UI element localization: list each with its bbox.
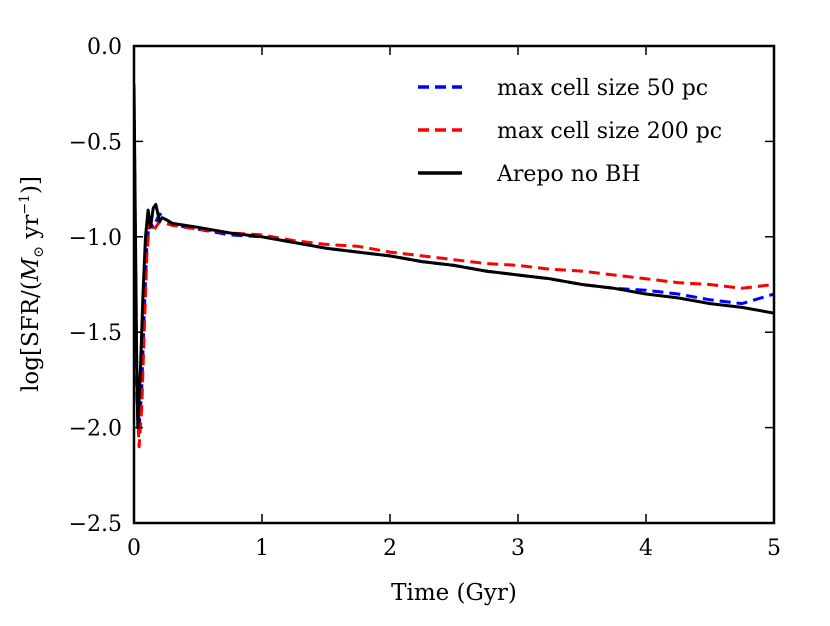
y-tick-label: −0.5 [69, 130, 122, 155]
x-tick-label: 3 [511, 536, 525, 561]
y-axis-title-prefix: log[SFR/( [18, 281, 44, 392]
legend-label-2: max cell size 200 pc [497, 119, 722, 144]
y-axis-title-suffix: )] [18, 176, 44, 194]
y-axis-title-exp: −1 [17, 194, 33, 215]
y-axis-title-m: M [18, 256, 44, 282]
x-tick-label: 5 [767, 536, 781, 561]
legend-label-1: max cell size 50 pc [497, 76, 708, 101]
y-tick-label: 0.0 [87, 35, 122, 60]
x-tick-label: 1 [255, 536, 269, 561]
y-tick-label: −1.0 [69, 226, 122, 251]
series-line-2 [134, 103, 774, 449]
series-line-3 [134, 84, 774, 430]
y-axis-title: log[SFR/(M⊙ yr−1)] [17, 176, 47, 392]
legend-label-3: Arepo no BH [496, 162, 641, 187]
series-layer [134, 84, 774, 449]
plot-frame [132, 44, 776, 525]
x-tick-label: 2 [383, 536, 397, 561]
y-axis-title-sun: ⊙ [31, 246, 47, 258]
y-tick-label: −1.5 [69, 321, 122, 346]
x-tick-label: 4 [639, 536, 653, 561]
ticks-layer: 0 1 2 3 4 5 0.0 −0.5 −1.0 −1.5 −2.0 −2.5 [69, 35, 781, 561]
y-tick-label: −2.5 [69, 512, 122, 537]
x-axis-title: Time (Gyr) [391, 580, 517, 606]
x-tick-label: 0 [127, 536, 141, 561]
y-tick-label: −2.0 [69, 417, 122, 442]
y-axis-title-unit: yr [18, 215, 44, 246]
legend: max cell size 50 pc max cell size 200 pc A… [418, 76, 722, 187]
